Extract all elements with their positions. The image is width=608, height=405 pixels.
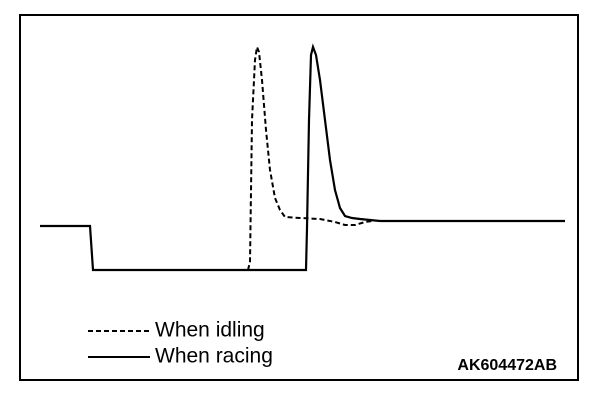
frame <box>19 14 579 381</box>
legend-label: When racing <box>155 345 273 368</box>
figure-id: AK604472AB <box>457 357 557 374</box>
legend-label: When idling <box>155 319 265 342</box>
idling-waveform <box>247 43 373 271</box>
racing-waveform <box>40 43 565 272</box>
